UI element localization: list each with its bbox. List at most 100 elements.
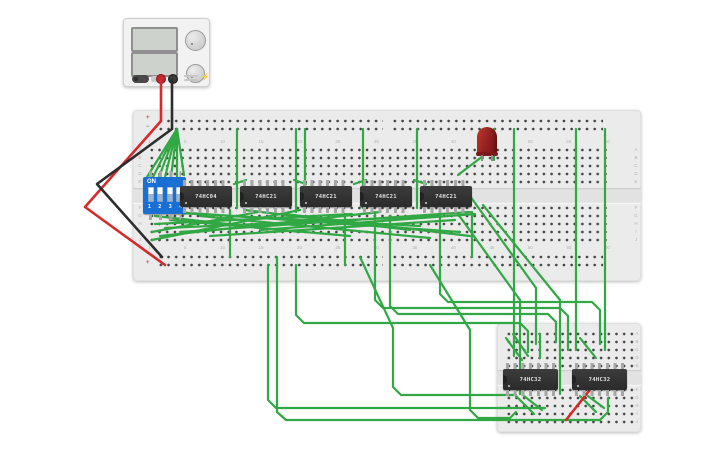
wire[interactable] [468, 194, 538, 346]
dip-on-label: ON [147, 179, 156, 185]
column-number: 1 [148, 139, 151, 144]
power-supply[interactable]: ⚡ [123, 18, 210, 87]
column-number: 60 [604, 245, 610, 250]
rail-holes[interactable] [391, 117, 603, 133]
wire[interactable] [586, 394, 606, 410]
column-number: 50 [527, 245, 533, 250]
psu-toggle-label [151, 76, 160, 82]
psu-current-knob[interactable] [186, 64, 205, 83]
dip-number: 4 [179, 204, 182, 210]
ic-pins [243, 180, 289, 186]
dip-slider-1[interactable] [148, 187, 154, 202]
wire[interactable] [373, 210, 570, 352]
led-leg [481, 155, 483, 161]
wire[interactable] [168, 218, 352, 238]
dip-number: 1 [148, 204, 151, 210]
rail-plus-mark: + [146, 115, 150, 121]
red-led[interactable] [476, 127, 498, 161]
wire[interactable] [178, 210, 472, 234]
column-number: 30 [373, 139, 379, 144]
grid-holes-top[interactable] [148, 146, 610, 186]
negative-power-wire[interactable] [95, 78, 174, 259]
psu-voltage-knob[interactable] [185, 30, 206, 51]
column-number: 60 [604, 139, 610, 144]
wire[interactable] [208, 218, 457, 238]
psu-power-toggle[interactable] [132, 75, 149, 83]
dip-slider-2[interactable] [157, 187, 164, 202]
row-letters: F G H I J [635, 387, 639, 424]
column-number: 1 [148, 245, 151, 250]
rail-minus-mark: − [146, 124, 150, 130]
column-number: 55 [566, 245, 572, 250]
column-number: 40 [450, 245, 456, 250]
ic-74hc21-1[interactable]: 74HC21 [240, 180, 292, 213]
column-number: 10 [219, 139, 225, 144]
wire[interactable] [266, 263, 547, 410]
wire[interactable] [358, 255, 518, 397]
dip-pins [149, 171, 181, 177]
ic-pins [363, 180, 409, 186]
rail-holes[interactable] [391, 253, 603, 269]
ic-pins [506, 363, 555, 369]
ic-74hc04[interactable]: 74HC04 [180, 180, 232, 213]
column-number: 10 [219, 245, 225, 250]
column-number: 45 [489, 245, 495, 250]
rail-plus-mark: + [146, 260, 150, 266]
wire[interactable] [514, 394, 536, 416]
wire[interactable] [578, 336, 598, 360]
wire[interactable] [275, 255, 610, 422]
column-number: 35 [412, 139, 418, 144]
ic-pins [423, 180, 469, 186]
ic-74hc32-1[interactable]: 74HC32 [503, 363, 558, 396]
wire[interactable] [456, 154, 485, 177]
psu-display-voltage [131, 27, 178, 52]
dip-pins [149, 214, 181, 220]
dip-slider-3[interactable] [166, 187, 173, 202]
ic-label: 74HC04 [195, 193, 217, 200]
power-icon: ⚡ [201, 74, 210, 81]
dip-slider-4[interactable] [175, 187, 182, 202]
ic-pins [243, 207, 289, 213]
rail-holes[interactable] [157, 253, 383, 269]
column-number: 20 [296, 139, 302, 144]
rail-holes[interactable] [157, 117, 383, 133]
psu-rating-text [184, 75, 198, 77]
ic-pins [423, 207, 469, 213]
wire[interactable] [388, 214, 558, 344]
psu-rating-text [184, 79, 198, 81]
ic-label: 74HC21 [375, 193, 397, 200]
ic-pins [363, 207, 409, 213]
dip-sliders [148, 187, 182, 202]
ic-74hc21-3[interactable]: 74HC21 [360, 180, 412, 213]
column-number: 5 [183, 139, 187, 144]
wire[interactable] [175, 127, 186, 177]
dip-number: 2 [158, 204, 162, 210]
ic-74hc21-4[interactable]: 74HC21 [420, 180, 472, 213]
ic-pins [506, 390, 555, 396]
ic-label: 74HC21 [435, 193, 457, 200]
wire[interactable] [511, 332, 530, 358]
column-number: 30 [373, 245, 379, 250]
wire[interactable] [522, 394, 544, 412]
ic-74hc32-2[interactable]: 74HC32 [572, 363, 627, 396]
column-number: 35 [412, 245, 418, 250]
ic-pins [575, 363, 624, 369]
wire[interactable] [428, 263, 518, 420]
wire[interactable] [294, 263, 530, 354]
row-letters: A B C D E [635, 331, 639, 368]
wire[interactable] [504, 336, 524, 362]
column-number: 20 [296, 245, 302, 250]
ic-74hc21-2[interactable]: 74HC21 [300, 180, 352, 213]
ic-pins [303, 180, 349, 186]
wire[interactable] [481, 203, 562, 396]
column-number: 50 [527, 139, 533, 144]
wire[interactable] [456, 212, 522, 396]
column-number: 15 [258, 245, 264, 250]
dip-number: 3 [168, 204, 172, 210]
column-number: 15 [258, 139, 264, 144]
row-letters: F G H I J [634, 205, 638, 242]
led-flange [476, 152, 498, 156]
